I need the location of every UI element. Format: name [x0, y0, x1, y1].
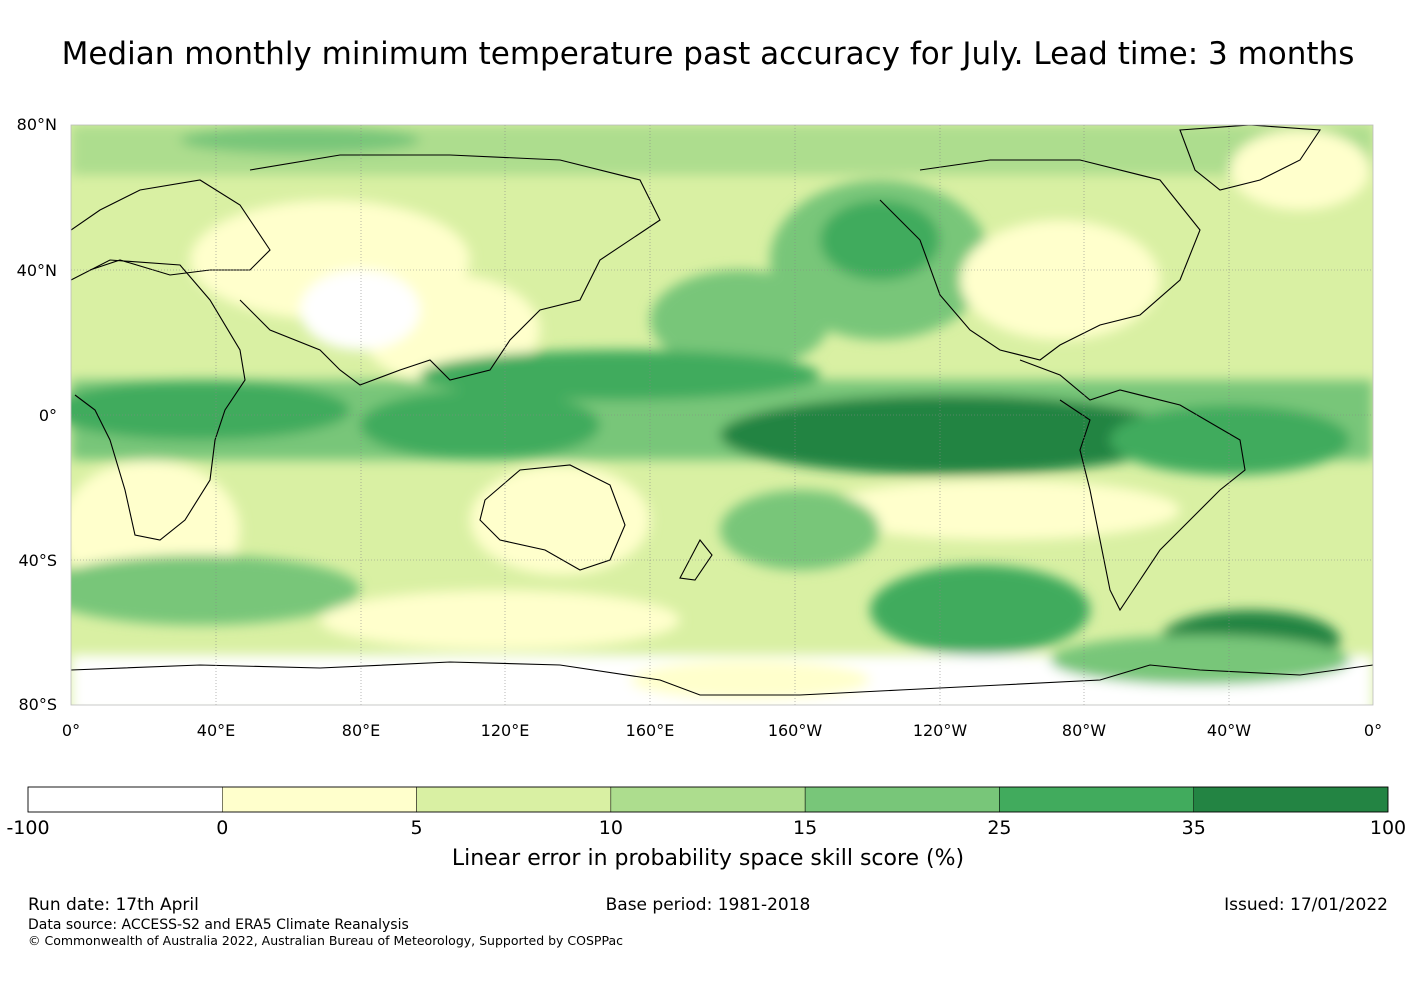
colorbar-bin-6: [1193, 786, 1389, 813]
colorbar-tick-label: 15: [793, 817, 817, 839]
graticule: [71, 125, 1373, 705]
colorbar-bin-3: [610, 786, 806, 813]
run-date: Run date: 17th April: [28, 895, 199, 915]
base-period: Base period: 1981-2018: [605, 895, 811, 915]
lon-label-120w: 120°W: [913, 721, 968, 740]
lon-label-160e: 160°E: [626, 721, 675, 740]
lon-label-0-left: 0°: [62, 721, 80, 740]
skill-field: [71, 125, 1373, 705]
map-frame: [70, 124, 1374, 706]
lat-label-40s: 40°S: [18, 551, 57, 570]
longitude-labels: 0° 40°E 80°E 120°E 160°E 160°W 120°W 80°…: [62, 721, 1382, 740]
map-title: Median monthly minimum temperature past …: [61, 36, 1355, 72]
colorbar-bin-4: [804, 786, 1000, 813]
lon-label-40w: 40°W: [1207, 721, 1251, 740]
colorbar-tick-label: -100: [6, 817, 49, 839]
latitude-labels: 80°N 40°N 0° 40°S 80°S: [17, 115, 57, 714]
colorbar-bin-1: [222, 786, 417, 813]
colorbar-ticks: -100 0 5 10 15 25 35 100: [6, 817, 1406, 839]
lat-label-40n: 40°N: [17, 261, 57, 280]
colorbar-frame: [27, 786, 1389, 813]
colorbar-label: Linear error in probability space skill …: [451, 846, 965, 871]
colorbar-tick-label: 0: [216, 817, 228, 839]
colorbar-tick-label: 10: [599, 817, 623, 839]
lon-label-80e: 80°E: [342, 721, 380, 740]
colorbar-bin-2: [416, 786, 612, 813]
lat-label-80s: 80°S: [18, 695, 57, 714]
colorbar-bin-0: [27, 786, 223, 813]
colorbar-tick-label: 100: [1370, 817, 1406, 839]
issued-date: Issued: 17/01/2022: [1224, 895, 1388, 915]
coastlines: [71, 125, 1373, 696]
lon-label-40e: 40°E: [197, 721, 235, 740]
lon-label-80w: 80°W: [1062, 721, 1106, 740]
colorbar: -100 0 5 10 15 25 35 100: [6, 786, 1406, 839]
lon-label-160w: 160°W: [768, 721, 823, 740]
lon-label-0-right: 0°: [1364, 721, 1382, 740]
colorbar-tick-label: 25: [987, 817, 1011, 839]
colorbar-bin-5: [999, 786, 1194, 813]
colorbar-tick-label: 35: [1182, 817, 1206, 839]
data-source: Data source: ACCESS-S2 and ERA5 Climate …: [28, 917, 409, 933]
colorbar-tick-label: 5: [411, 817, 423, 839]
lon-label-120e: 120°E: [481, 721, 530, 740]
skill-score-map: 80°N 40°N 0° 40°S 80°S 0° 40°E 80°E 120°…: [17, 115, 1382, 740]
copyright: © Commonwealth of Australia 2022, Austra…: [28, 933, 623, 948]
lat-label-0: 0°: [39, 406, 57, 425]
colorbar-bins: [27, 786, 1389, 813]
lat-label-80n: 80°N: [17, 115, 57, 134]
